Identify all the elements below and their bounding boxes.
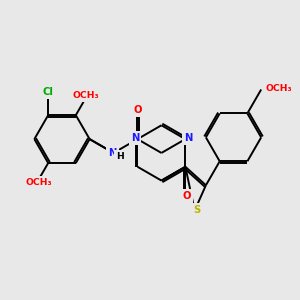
Text: OCH₃: OCH₃ <box>265 84 292 93</box>
Text: N: N <box>184 133 192 143</box>
Text: N: N <box>131 133 139 143</box>
Text: H: H <box>116 152 124 161</box>
Text: O: O <box>133 105 142 115</box>
Text: O: O <box>182 191 191 201</box>
Text: OCH₃: OCH₃ <box>72 91 99 100</box>
Text: OCH₃: OCH₃ <box>25 178 52 187</box>
Text: N: N <box>108 148 116 158</box>
Text: Cl: Cl <box>43 87 54 97</box>
Text: S: S <box>194 206 201 215</box>
